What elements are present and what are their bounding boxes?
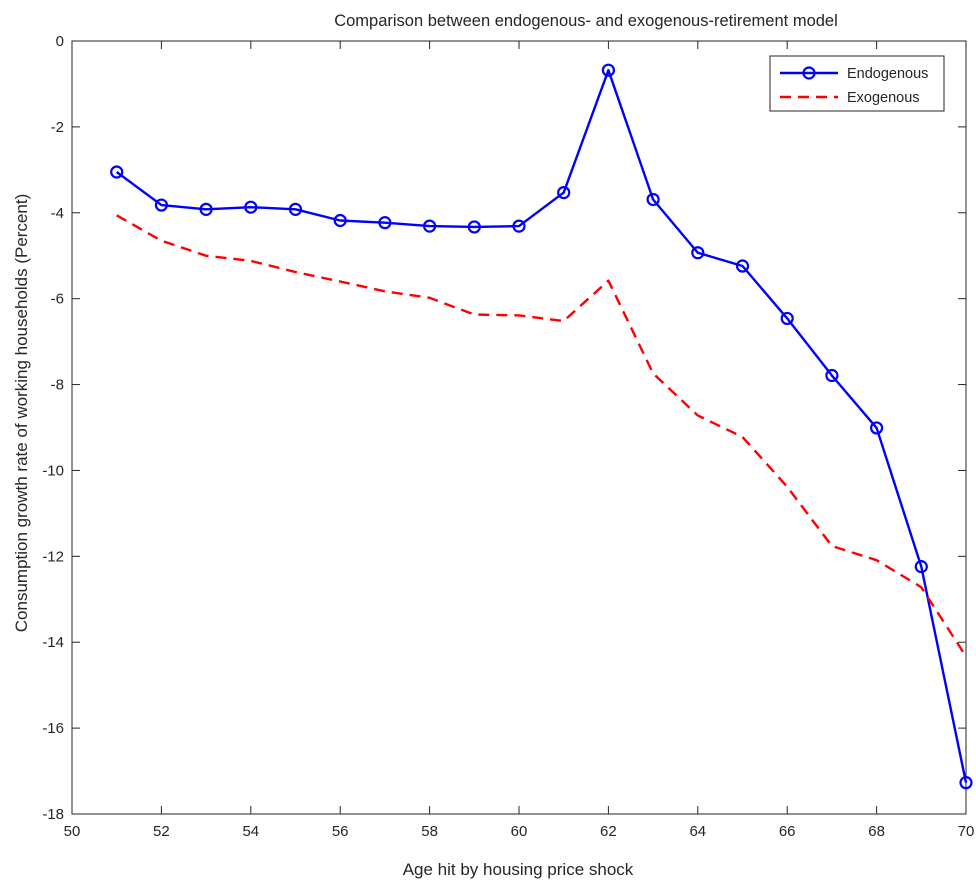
series-line-exogenous	[116, 214, 968, 658]
legend: Endogenous Exogenous	[769, 55, 945, 112]
plot-area	[71, 40, 967, 815]
data-point-endogenous	[378, 216, 392, 230]
data-point-endogenous	[110, 165, 124, 179]
legend-marker-endogenous	[802, 66, 816, 80]
data-point-endogenous	[869, 421, 884, 435]
data-point-endogenous	[825, 368, 839, 383]
y-tick-label: -10	[42, 462, 64, 479]
x-tick-label: 66	[779, 823, 796, 840]
y-tick-label: -6	[51, 291, 64, 308]
y-tick-label: -2	[51, 119, 64, 136]
y-axis-label: Consumption growth rate of working house…	[12, 194, 31, 632]
y-tick-label: -16	[42, 720, 64, 737]
data-point-endogenous	[780, 311, 794, 326]
y-tick-label: -14	[42, 634, 64, 651]
y-tick-label: -12	[42, 548, 64, 565]
data-point-endogenous	[512, 219, 526, 233]
legend-label-endogenous: Endogenous	[847, 66, 928, 82]
data-point-endogenous	[423, 219, 437, 233]
x-tick-label: 62	[600, 823, 617, 840]
x-tick-label: 56	[332, 823, 349, 840]
data-point-endogenous	[333, 213, 347, 228]
chart-title: Comparison between endogenous- and exoge…	[334, 12, 838, 30]
x-tick-label: 58	[421, 823, 438, 840]
data-point-endogenous	[914, 560, 928, 574]
y-tick-label: -8	[51, 377, 64, 394]
data-point-endogenous	[646, 192, 660, 207]
x-tick-label: 52	[153, 823, 170, 840]
axes: 50 52 54 56 58 60 62 64 66 68 70 0 -2 -4 -6 -8 -10 -12 -14…	[42, 33, 974, 840]
series-layer	[110, 63, 973, 790]
x-tick-label: 64	[689, 823, 706, 840]
data-point-endogenous	[601, 63, 616, 77]
data-point-endogenous	[557, 185, 571, 200]
plot-frame	[71, 40, 967, 815]
y-tick-label: -4	[51, 205, 64, 222]
data-point-endogenous	[959, 776, 973, 790]
x-axis-label: Age hit by housing price shock	[403, 860, 634, 879]
y-tick-label: -18	[42, 806, 64, 823]
data-point-endogenous	[735, 259, 750, 273]
data-point-endogenous	[288, 202, 303, 216]
data-point-endogenous	[199, 202, 213, 216]
y-tick-label: 0	[56, 33, 64, 50]
x-tick-label: 60	[511, 823, 528, 840]
x-tick-label: 68	[868, 823, 885, 840]
x-tick-label: 70	[958, 823, 975, 840]
data-point-endogenous	[467, 220, 481, 234]
legend-label-exogenous: Exogenous	[847, 90, 920, 106]
data-point-endogenous	[154, 198, 168, 212]
series-line-endogenous	[115, 69, 968, 783]
data-point-endogenous	[691, 246, 705, 260]
legend-box	[769, 55, 945, 112]
data-point-endogenous	[244, 200, 258, 214]
x-tick-label: 50	[64, 823, 81, 840]
x-tick-label: 54	[242, 823, 259, 840]
